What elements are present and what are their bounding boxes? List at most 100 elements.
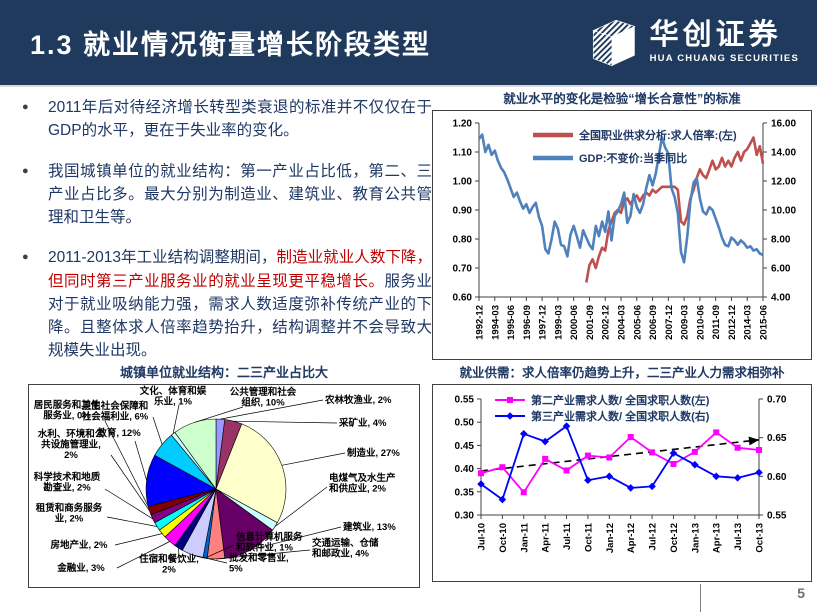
bullet-item: ● 我国城镇单位的就业结构：第一产业占比低，第二、三产业占比多。最大分别为制造业…	[18, 160, 432, 230]
svg-text:2011-09: 2011-09	[711, 305, 722, 339]
svg-text:Apr-12: Apr-12	[626, 523, 637, 553]
svg-text:2014-03: 2014-03	[743, 305, 754, 340]
svg-text:0.60: 0.60	[767, 472, 787, 483]
svg-text:2010-06: 2010-06	[695, 305, 706, 340]
svg-text:建筑业, 13%: 建筑业, 13%	[342, 521, 396, 533]
logo-text-cn: 华创证券	[649, 19, 782, 52]
svg-text:8.00: 8.00	[771, 235, 791, 246]
labor-supply-demand-chart-panel: 就业供需：求人倍率仍趋势上升，二三产业人力需求相弥补 0.30 0.35 0.40 0…	[432, 362, 812, 582]
svg-text:0.50: 0.50	[455, 418, 475, 429]
svg-text:批发和零售业,5%: 批发和零售业, 5%	[229, 552, 289, 575]
logo-cube-icon	[591, 19, 636, 66]
svg-text:农林牧渔业, 2%: 农林牧渔业, 2%	[324, 394, 392, 406]
svg-text:2005-06: 2005-06	[632, 305, 643, 340]
svg-text:4.00: 4.00	[771, 293, 791, 304]
svg-text:Jan-13: Jan-13	[690, 523, 701, 553]
employment-standard-chart-panel: 就业水平的变化是检验“增长合意性”的标准 0.60 0.70 0.80 0.90 1.0…	[432, 88, 812, 360]
svg-text:Jul-13: Jul-13	[733, 523, 744, 550]
footer-divider	[700, 584, 701, 612]
employment-structure-pie-chart: 农林牧渔业, 2% 采矿业, 4% 制造业, 27% 电煤气及水生产和供应业, 2% 建…	[34, 385, 401, 576]
svg-text:居民服务和其他服务业, 0%: 居民服务和其他服务业, 0%	[34, 399, 101, 422]
svg-text:14.00: 14.00	[771, 148, 796, 159]
svg-text:Oct-12: Oct-12	[669, 523, 680, 553]
bullet-marker: ●	[22, 164, 29, 177]
bullet-marker: ●	[22, 101, 29, 113]
svg-text:0.90: 0.90	[453, 206, 473, 217]
svg-text:2012-12: 2012-12	[727, 305, 738, 340]
employment-standard-chart: 0.60 0.70 0.80 0.90 1.00 1.10 1.20 4.00 6.00 8.00…	[453, 119, 797, 340]
bullet-list: ● 2011年后对待经济增长转型类衰退的标准并不仅仅在于GDP的水平，更在于失业…	[18, 96, 432, 380]
svg-text:交通运输、仓储和邮政业, 4%: 交通运输、仓储和邮政业, 4%	[311, 537, 379, 560]
svg-text:租赁和商务服务业, 2%: 租赁和商务服务业, 2%	[36, 502, 103, 525]
svg-text:1997-12: 1997-12	[538, 305, 549, 340]
svg-text:教育, 12%: 教育, 12%	[96, 427, 141, 439]
svg-text:第二产业需求人数/ 全国求职人数(左): 第二产业需求人数/ 全国求职人数(左)	[531, 393, 710, 407]
svg-text:0.35: 0.35	[455, 487, 475, 498]
employment-structure-pie-panel: 城镇单位就业结构：二三产业占比大 农林牧渔业, 2% 采矿业, 4% 制造业, 27…	[28, 362, 420, 588]
svg-text:公共管理和社会组织, 10%: 公共管理和社会组织, 10%	[230, 386, 297, 409]
svg-text:采矿业, 4%: 采矿业, 4%	[338, 417, 387, 429]
page-number: 5	[797, 585, 805, 601]
svg-text:0.55: 0.55	[767, 511, 787, 522]
bullet-text: 2011-2013年工业结构调整期间，制造业就业人数下降，但同时第三产业服务业的…	[48, 249, 432, 360]
logo-text-en: HUA CHUANG SECURITIES	[649, 53, 799, 65]
svg-text:0.40: 0.40	[455, 464, 475, 475]
svg-text:文化、体育和娱乐业, 1%: 文化、体育和娱乐业, 1%	[139, 385, 207, 408]
labor-supply-demand-chart: 0.30 0.35 0.40 0.45 0.50 0.55 0.55 0.60 0.65 0.70…	[455, 393, 787, 553]
svg-text:2001-09: 2001-09	[585, 305, 596, 340]
svg-text:房地产业, 2%: 房地产业, 2%	[50, 539, 108, 551]
svg-text:科学技术和地质勘查业, 2%: 科学技术和地质勘查业, 2%	[34, 471, 101, 494]
svg-text:2002-12: 2002-12	[601, 305, 612, 340]
svg-text:16.00: 16.00	[771, 119, 796, 130]
svg-text:0.70: 0.70	[453, 264, 473, 275]
svg-text:Apr-11: Apr-11	[541, 522, 552, 552]
svg-text:2004-03: 2004-03	[617, 305, 628, 340]
svg-text:1.20: 1.20	[453, 119, 473, 130]
huachuang-logo: 华创证券 HUA CHUANG SECURITIES	[586, 15, 799, 71]
svg-text:2009-03: 2009-03	[680, 305, 691, 340]
bullet-marker: ●	[22, 251, 29, 264]
svg-text:金融业, 3%: 金融业, 3%	[56, 562, 105, 574]
svg-text:2000-06: 2000-06	[569, 305, 580, 340]
labor-supply-demand-chart-title: 就业供需：求人倍率仍趋势上升，二三产业人力需求相弥补	[459, 366, 785, 380]
svg-text:Jul-10: Jul-10	[477, 523, 488, 550]
svg-text:0.65: 0.65	[767, 433, 787, 444]
bullet-text: 2011年后对待经济增长转型类衰退的标准并不仅仅在于GDP的水平，更在于失业率的…	[48, 99, 432, 140]
svg-text:Jul-11: Jul-11	[562, 522, 573, 550]
svg-text:2007-12: 2007-12	[664, 305, 675, 340]
svg-text:卫生社会保障和社会福利业, 6%: 卫生社会保障和社会福利业, 6%	[81, 400, 149, 423]
svg-text:1.10: 1.10	[453, 148, 473, 159]
svg-text:Oct-13: Oct-13	[755, 523, 766, 553]
svg-text:GDP:不变价:当季同比: GDP:不变价:当季同比	[579, 151, 687, 165]
svg-text:第三产业需求人数/ 全国求职人数(右): 第三产业需求人数/ 全国求职人数(右)	[531, 409, 710, 423]
page-title: 1.3 就业情况衡量增长阶段类型	[30, 30, 432, 60]
svg-text:Apr-13: Apr-13	[712, 523, 723, 553]
svg-text:制造业, 27%: 制造业, 27%	[347, 447, 400, 459]
svg-text:0.70: 0.70	[767, 395, 787, 406]
svg-text:电煤气及水生产和供应业, 2%: 电煤气及水生产和供应业, 2%	[328, 472, 396, 495]
svg-text:10.00: 10.00	[771, 206, 796, 217]
svg-text:1996-09: 1996-09	[522, 305, 533, 340]
bullet-item: ● 2011-2013年工业结构调整期间，制造业就业人数下降，但同时第三产业服务…	[18, 246, 432, 362]
svg-text:Jul-12: Jul-12	[648, 523, 659, 550]
svg-text:0.80: 0.80	[453, 235, 473, 246]
svg-text:0.55: 0.55	[455, 395, 475, 406]
svg-text:住宿和餐饮业,2%: 住宿和餐饮业, 2%	[139, 553, 199, 576]
svg-text:Jan-12: Jan-12	[605, 523, 616, 553]
svg-text:1992-12: 1992-12	[475, 305, 486, 340]
svg-text:2015-06: 2015-06	[759, 305, 770, 340]
header-bar: 1.3 就业情况衡量增长阶段类型 华创证券 HUA CHUANG SECURIT…	[0, 0, 817, 87]
pie-chart-title: 城镇单位就业结构：二三产业占比大	[119, 365, 328, 380]
svg-text:12.00: 12.00	[771, 177, 796, 188]
svg-text:6.00: 6.00	[771, 264, 791, 275]
svg-text:1994-03: 1994-03	[490, 305, 501, 340]
svg-text:全国职业供求分析:求人倍率:(左): 全国职业供求分析:求人倍率:(左)	[578, 128, 737, 142]
svg-text:信息计算机服务和软件业, 1%: 信息计算机服务和软件业, 1%	[235, 531, 303, 554]
employment-standard-chart-title: 就业水平的变化是检验“增长合意性”的标准	[503, 92, 741, 106]
svg-text:1.00: 1.00	[453, 177, 473, 188]
svg-text:Oct-10: Oct-10	[498, 523, 509, 553]
svg-text:2006-09: 2006-09	[648, 305, 659, 340]
bullet-text: 我国城镇单位的就业结构：第一产业占比低，第二、三产业占比多。最大分别为制造业、建…	[48, 162, 432, 227]
bullet-item: ● 2011年后对待经济增长转型类衰退的标准并不仅仅在于GDP的水平，更在于失业…	[18, 96, 432, 143]
